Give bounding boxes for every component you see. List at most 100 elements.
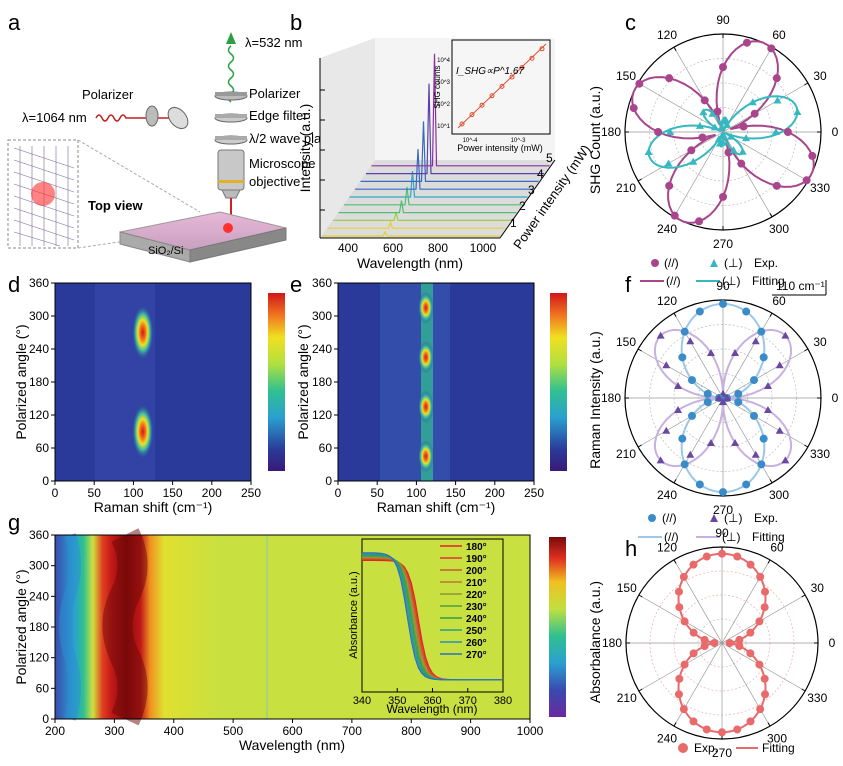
c-exp-perpendicular <box>719 117 727 125</box>
f-exp-parallel <box>680 460 689 469</box>
c-exp-parallel <box>654 128 663 136</box>
f-legend-exp-par <box>648 514 656 522</box>
inset-point <box>459 121 465 127</box>
h-exp-point <box>760 603 769 612</box>
polar-spoke <box>722 82 809 133</box>
polar-spoke <box>673 559 723 644</box>
g-colorbar <box>549 537 566 717</box>
h-exp-point <box>746 560 755 569</box>
c-legend-exp-par-label: (//) <box>664 256 679 270</box>
f-exp-parallel <box>719 299 727 308</box>
polar-tick <box>673 312 677 317</box>
h-exp-point <box>755 660 764 669</box>
x-tick-label: 150 <box>446 486 466 500</box>
panel-letter-f: f <box>625 272 632 297</box>
b-y-ticks <box>320 89 325 211</box>
c-exp-parallel <box>772 74 781 83</box>
y-tick-label: 300 <box>29 309 49 323</box>
legend-label: 210° <box>466 578 487 589</box>
inset-point <box>479 102 485 108</box>
c-exp-perpendicular <box>689 157 698 165</box>
c-exp-perpendicular <box>773 96 782 104</box>
polar-tick <box>769 312 773 317</box>
y-tick-label: 240 <box>312 342 332 356</box>
polar-spoke <box>638 594 723 644</box>
c-exp-perpendicular <box>714 135 723 143</box>
panel-e: e 0 50 100 150 200 250 0 60 120 180 240 300 360 Pola… <box>290 272 567 515</box>
legend-label: 250° <box>466 626 487 637</box>
polar-label: 300 <box>767 731 787 745</box>
inset-x-tick-label: 370 <box>459 695 477 707</box>
label-edge-filter: Edge filter <box>249 108 308 123</box>
e-streak <box>421 283 433 481</box>
h-exp-point <box>700 642 709 651</box>
y-tick-label: 120 <box>29 651 49 665</box>
h-exp-point <box>733 552 742 561</box>
b-z-axis <box>499 159 556 239</box>
f-exp-parallel <box>719 488 727 497</box>
legend-label: 270° <box>466 650 487 661</box>
c-exp-parallel <box>750 109 759 118</box>
f-exp-perpendicular <box>656 331 665 339</box>
c-exp-perpendicular <box>748 98 757 106</box>
label-objective: objective <box>249 174 300 189</box>
c-legend-exp-par <box>651 259 659 267</box>
y-tick-label: 180 <box>312 375 332 389</box>
polar-label: 270 <box>712 746 732 760</box>
c-exp-perpendicular <box>666 128 675 135</box>
c-exp-perpendicular <box>729 146 738 154</box>
legend-label: 240° <box>466 614 487 625</box>
c-exp-perpendicular <box>793 108 802 116</box>
zoom-line-1 <box>77 139 201 213</box>
c-exp-parallel <box>739 122 748 131</box>
polar-label: 330 <box>810 181 830 195</box>
polar-tick <box>804 82 809 86</box>
polar-label: 120 <box>657 294 677 308</box>
panel-d: d 0 50 100 150 200 250 0 60 120 180 240 300 360 Pola… <box>8 272 285 515</box>
y-tick-label: 180 <box>29 620 49 634</box>
h-exp-point <box>725 639 734 647</box>
x-tick-label: 250 <box>524 486 544 500</box>
b-inset-points <box>459 46 545 127</box>
inset-point <box>539 46 545 52</box>
polar-label: 180 <box>601 391 621 405</box>
h-exp-point <box>674 690 683 699</box>
f-legend-exp-perp-label: (⊥) <box>724 511 742 525</box>
y-tick-label: 180 <box>29 375 49 389</box>
polarizer-body <box>215 92 247 96</box>
y-tick-label: 60 <box>319 441 333 455</box>
x-tick-label: 200 <box>485 486 505 500</box>
inset-point <box>469 112 475 118</box>
h-legend-exp-label: Exp. <box>694 741 718 755</box>
h-exp-point <box>756 572 765 581</box>
g-wave-mid <box>102 528 148 726</box>
polar-spoke <box>722 397 809 448</box>
polar-spoke <box>722 312 773 399</box>
polar-label: 60 <box>772 294 786 308</box>
polar-label: 30 <box>811 581 825 595</box>
y-tick-label: 360 <box>29 528 49 542</box>
f-exp-perpendicular <box>674 381 683 389</box>
polar-label: 0 <box>832 125 839 139</box>
h-exp-point <box>761 587 770 596</box>
f-exp-parallel <box>703 398 712 407</box>
f-exp-parallel <box>757 327 766 336</box>
spectrum-line <box>355 149 533 190</box>
y-tick-label: 60 <box>36 441 50 455</box>
c-exp-perpendicular <box>720 132 729 140</box>
polar-spoke <box>722 348 809 399</box>
heatmap-peak <box>417 291 434 324</box>
h-exp-point <box>718 549 726 558</box>
c-exp-parallel <box>670 211 679 220</box>
x-tick-label: 1000 <box>517 724 544 738</box>
f-ylabel: Raman Intensity (a.u.) <box>587 331 603 469</box>
h-exp-point <box>679 705 688 714</box>
f-exp-parallel <box>695 307 704 316</box>
top-view-label: Top view <box>88 198 144 213</box>
f-exp-parallel <box>759 434 768 443</box>
c-legend-fit-label: Fitting <box>752 274 785 288</box>
polar-spoke <box>673 642 723 727</box>
